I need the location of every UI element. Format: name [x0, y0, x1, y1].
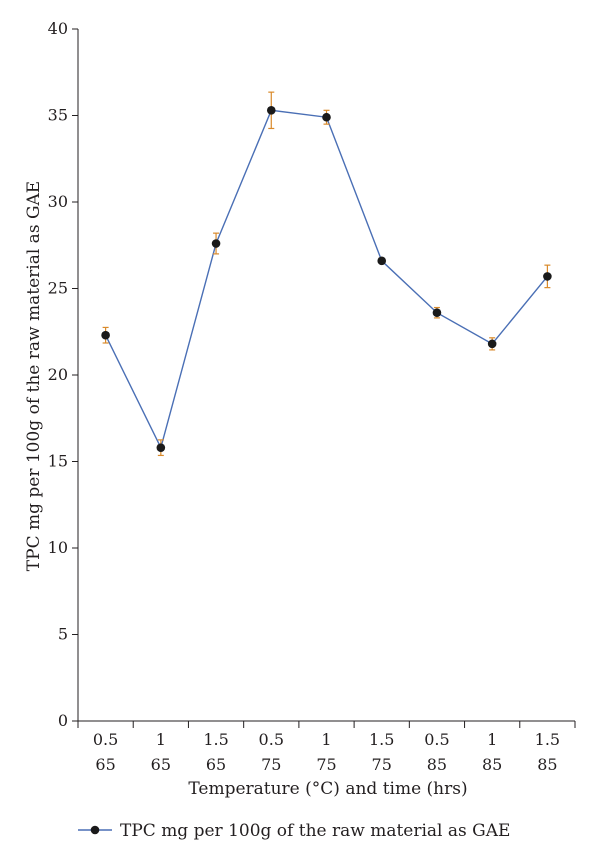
- y-tick-label: 10: [48, 538, 68, 557]
- x-tick-label-time: 1.5: [203, 730, 228, 749]
- x-tick-label-time: 0.5: [93, 730, 118, 749]
- y-tick-label: 5: [58, 625, 68, 644]
- series-group: [101, 91, 552, 457]
- axes: [77, 29, 575, 722]
- x-tick-label-time: 1: [487, 730, 497, 749]
- x-tick-label-temp: 85: [537, 755, 557, 774]
- y-tick-label: 40: [48, 19, 68, 38]
- x-tick-label-temp: 75: [316, 755, 336, 774]
- x-tick-label-time: 1.5: [369, 730, 394, 749]
- y-axis-ticks: 0 5 10 15 20 25 30 35 40: [48, 19, 78, 730]
- x-tick-label-time: 1: [321, 730, 331, 749]
- data-point: [101, 330, 110, 340]
- x-tick-label-time: 1: [156, 730, 166, 749]
- y-tick-label: 15: [48, 452, 68, 471]
- x-tick-label-temp: 85: [427, 755, 447, 774]
- x-tick-label-temp: 65: [206, 755, 226, 774]
- y-tick-label: 30: [48, 192, 68, 211]
- x-tick-label-time: 0.5: [259, 730, 284, 749]
- y-tick-label: 25: [48, 279, 68, 298]
- data-point: [432, 308, 442, 318]
- series-line: [104, 109, 548, 450]
- data-point: [322, 112, 331, 122]
- y-tick-label: 35: [48, 106, 68, 125]
- data-point: [377, 256, 387, 266]
- x-tick-label-temp: 65: [95, 755, 115, 774]
- x-tick-label-time: 1.5: [535, 730, 560, 749]
- x-tick-label-temp: 85: [482, 755, 502, 774]
- legend-label: TPC mg per 100g of the raw material as G…: [120, 821, 510, 841]
- x-tick-label-temp: 75: [372, 755, 392, 774]
- x-tick-label-temp: 65: [151, 755, 171, 774]
- y-tick-label: 20: [48, 365, 68, 384]
- data-point: [211, 239, 221, 248]
- x-axis-label: Temperature (°C) and time (hrs): [188, 779, 467, 799]
- x-tick-label-time: 0.5: [424, 730, 449, 749]
- y-axis-label: TPC mg per 100g of the raw material as G…: [24, 181, 44, 571]
- legend: TPC mg per 100g of the raw material as G…: [78, 821, 510, 841]
- y-tick-label: 0: [58, 711, 68, 730]
- x-tick-label-temp: 75: [261, 755, 281, 774]
- data-point: [156, 443, 166, 452]
- data-point: [266, 106, 276, 115]
- data-point: [543, 272, 552, 281]
- data-point: [487, 339, 497, 349]
- x-axis-ticks: 0.5 65 1 65 1.5 65 0.5 75 1 75 1.5 75 0.5 85 1 85 1.5 85: [77, 721, 576, 774]
- legend-marker: [90, 825, 100, 835]
